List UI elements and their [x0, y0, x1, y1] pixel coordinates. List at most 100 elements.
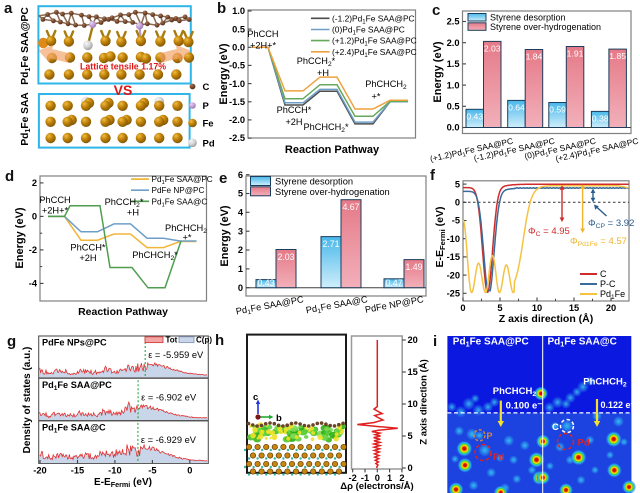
svg-text:0: 0: [187, 466, 192, 476]
svg-text:Energy (eV): Energy (eV): [14, 207, 26, 268]
svg-text:(+2.4)Pd1​Fe SAA@PC: (+2.4)Pd1​Fe SAA@PC: [332, 47, 417, 59]
svg-text:Pd1​Fe SAA@C: Pd1​Fe SAA@C: [152, 197, 208, 208]
svg-text:PhCHCH2​*: PhCHCH2​*: [303, 122, 348, 134]
svg-text:PhCCH: PhCCH: [39, 195, 71, 205]
svg-text:0.43: 0.43: [257, 278, 274, 288]
svg-text:+*: +*: [182, 233, 191, 243]
svg-text:-25: -25: [447, 289, 460, 299]
svg-text:-1.0: -1.0: [229, 79, 245, 89]
svg-text:1.85: 1.85: [609, 51, 626, 61]
svg-text:PhCCH2​*: PhCCH2​*: [297, 56, 336, 68]
svg-text:0: 0: [238, 283, 243, 293]
svg-text:Styrene over-hydrogenation: Styrene over-hydrogenation: [490, 22, 601, 32]
svg-text:Density of states (a.u.): Density of states (a.u.): [22, 347, 33, 454]
svg-text:(+2.4)Pd1​Fe SAA@PC: (+2.4)Pd1​Fe SAA@PC: [554, 136, 639, 165]
svg-text:+2H+*: +2H+*: [42, 206, 69, 216]
svg-text:0.0: 0.0: [447, 123, 460, 133]
svg-text:3: 3: [238, 226, 243, 236]
svg-text:Energy (eV): Energy (eV): [432, 41, 444, 102]
svg-text:1.84: 1.84: [526, 52, 543, 62]
svg-text:1.49: 1.49: [405, 262, 422, 272]
svg-text:E-EFermi​ (eV): E-EFermi​ (eV): [434, 207, 447, 268]
svg-text:0.43: 0.43: [466, 111, 483, 121]
svg-text:Pd1​Fe SAA@C: Pd1​Fe SAA@C: [305, 294, 369, 317]
svg-text:20: 20: [606, 303, 616, 313]
svg-text:Pd1​Fe SAA@PC: Pd1​Fe SAA@PC: [152, 175, 213, 186]
svg-text:5: 5: [238, 189, 243, 199]
svg-text:0: 0: [460, 303, 465, 313]
svg-text:-4: -4: [29, 279, 38, 289]
svg-text:PhCHCH2​: PhCHCH2​: [365, 79, 407, 91]
svg-text:Styrene over-hydrogenation: Styrene over-hydrogenation: [275, 187, 390, 197]
svg-text:-10: -10: [108, 466, 121, 476]
svg-text:5: 5: [408, 431, 413, 441]
svg-text:0.5: 0.5: [232, 24, 245, 34]
svg-text:PdFe NP@PC: PdFe NP@PC: [364, 294, 425, 315]
svg-text:20: 20: [408, 335, 418, 345]
svg-text:(-1.2)Pd1​Fe SAA@PC: (-1.2)Pd1​Fe SAA@PC: [332, 13, 415, 25]
svg-text:P: P: [203, 101, 210, 112]
svg-text:PhCCH2​*: PhCCH2​*: [105, 197, 144, 209]
svg-text:P: P: [487, 431, 493, 441]
svg-text:2.5: 2.5: [447, 17, 460, 27]
svg-text:PhCCH: PhCCH: [247, 29, 278, 39]
svg-text:0: 0: [32, 212, 37, 222]
svg-text:ΦC​ = 4.95: ΦC​ = 4.95: [528, 226, 570, 238]
svg-text:b: b: [276, 413, 282, 424]
svg-text:Pd1​Fe SAA@PC: Pd1​Fe SAA@PC: [235, 294, 305, 318]
svg-text:6: 6: [238, 170, 243, 180]
svg-text:Pd1​Fe SAA@PC: Pd1​Fe SAA@PC: [453, 337, 529, 349]
svg-text:-0.5: -0.5: [229, 61, 245, 71]
svg-text:E-EFermi​ (eV): E-EFermi​ (eV): [94, 477, 152, 489]
svg-text:5: 5: [497, 303, 502, 313]
svg-text:P-C: P-C: [600, 279, 616, 289]
svg-text:+2H: +2H: [79, 253, 96, 263]
svg-text:ΦPd​1​Fe​ = 4.57: ΦPd​1​Fe​ = 4.57: [570, 236, 627, 248]
svg-text:-20: -20: [447, 270, 460, 280]
svg-text:Δρ (electrons/Å): Δρ (electrons/Å): [340, 481, 413, 492]
svg-text:1.0: 1.0: [232, 6, 245, 16]
svg-text:1.5: 1.5: [447, 59, 460, 69]
svg-text:(+1.2)Pd1​Fe SAA@PC: (+1.2)Pd1​Fe SAA@PC: [332, 36, 417, 48]
svg-text:PdFe NPs@PC: PdFe NPs@PC: [42, 338, 107, 348]
svg-text:Pd1​Fe SAA@C: Pd1​Fe SAA@C: [548, 337, 617, 349]
svg-text:C(p): C(p): [196, 336, 212, 345]
svg-text:0.5: 0.5: [447, 102, 460, 112]
svg-text:c: c: [253, 392, 258, 403]
svg-text:2: 2: [32, 178, 37, 188]
svg-text:Tot: Tot: [166, 336, 178, 345]
svg-text:2.0: 2.0: [447, 38, 460, 48]
svg-text:1: 1: [387, 473, 392, 483]
svg-text:+*: +*: [372, 92, 381, 102]
svg-text:1: 1: [238, 264, 243, 274]
svg-text:Lattice tensile 1.17%: Lattice tensile 1.17%: [80, 62, 166, 72]
svg-text:VS: VS: [114, 82, 133, 98]
svg-text:Styrene desorption: Styrene desorption: [275, 177, 353, 187]
svg-text:0: 0: [455, 198, 460, 208]
svg-text:Z axis direction (Å): Z axis direction (Å): [499, 312, 594, 325]
svg-text:PhCHCH2​: PhCHCH2​: [165, 223, 207, 235]
svg-text:PhCCH*: PhCCH*: [277, 105, 312, 115]
svg-text:0.64: 0.64: [508, 102, 525, 112]
svg-text:-1.5: -1.5: [229, 97, 245, 107]
svg-text:C: C: [552, 422, 559, 433]
svg-text:-2: -2: [349, 473, 357, 483]
svg-text:0.47: 0.47: [385, 278, 402, 288]
svg-text:-5: -5: [452, 216, 460, 226]
svg-text:Pd: Pd: [578, 438, 590, 449]
svg-text:Energy (eV): Energy (eV): [218, 43, 230, 104]
svg-text:Fe: Fe: [203, 119, 214, 130]
svg-text:15: 15: [408, 367, 418, 377]
svg-text:15: 15: [569, 303, 579, 313]
svg-text:Reaction Pathway: Reaction Pathway: [285, 144, 380, 156]
svg-text:+H: +H: [317, 68, 329, 78]
svg-text:-2.0: -2.0: [229, 115, 245, 125]
svg-text:0: 0: [408, 463, 413, 473]
svg-text:C: C: [600, 269, 607, 279]
svg-text:PdFe NP@PC: PdFe NP@PC: [152, 186, 205, 195]
svg-text:0.59: 0.59: [549, 105, 566, 115]
svg-text:+H: +H: [127, 208, 139, 218]
svg-text:10: 10: [532, 303, 542, 313]
svg-text:PhCHCH2​*: PhCHCH2​*: [132, 250, 178, 262]
svg-text:ε = -6.902 eV: ε = -6.902 eV: [141, 392, 197, 402]
